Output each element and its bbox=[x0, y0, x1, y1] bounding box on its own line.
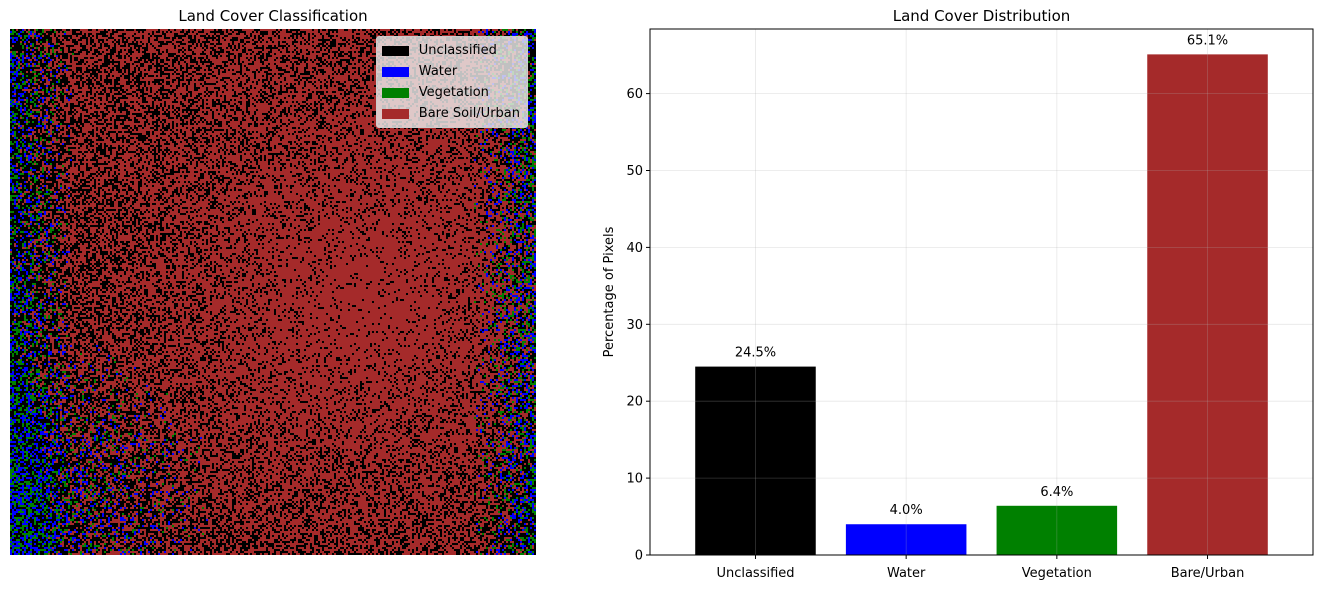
y-tick-label: 0 bbox=[635, 549, 643, 564]
legend-entry-bare-soil-urban: Bare Soil/Urban bbox=[381, 103, 520, 124]
x-tick-label: Water bbox=[887, 566, 926, 581]
x-tick-label: Bare/Urban bbox=[1171, 566, 1245, 581]
y-tick-label: 40 bbox=[626, 241, 643, 256]
legend-label-water: Water bbox=[418, 64, 458, 79]
y-tick-label: 30 bbox=[626, 318, 643, 333]
bar-unclassified bbox=[695, 366, 816, 555]
y-axis-label: Percentage of Pixels bbox=[602, 226, 617, 357]
legend-entry-vegetation: Vegetation bbox=[381, 82, 520, 103]
map-legend: Unclassified Water Vegetation Bare Soil/… bbox=[375, 36, 528, 128]
map-title: Land Cover Classification bbox=[178, 7, 368, 25]
data-label: 65.1% bbox=[1187, 33, 1228, 48]
legend-entry-unclassified: Unclassified bbox=[381, 40, 520, 61]
y-tick-label: 60 bbox=[626, 87, 643, 102]
x-tick-label: Unclassified bbox=[716, 566, 794, 581]
bar-bare-urban bbox=[1147, 54, 1268, 555]
data-label: 6.4% bbox=[1040, 485, 1073, 500]
legend-label-bare-soil-urban: Bare Soil/Urban bbox=[418, 106, 520, 121]
bar-vegetation bbox=[996, 505, 1118, 555]
legend-label-unclassified: Unclassified bbox=[418, 43, 497, 58]
y-tick-label: 10 bbox=[626, 472, 643, 487]
legend-swatch-bare-soil-urban bbox=[381, 108, 409, 119]
legend-swatch-water bbox=[381, 66, 409, 77]
y-tick-label: 50 bbox=[626, 164, 643, 179]
data-label: 4.0% bbox=[890, 503, 923, 518]
legend-label-vegetation: Vegetation bbox=[418, 85, 489, 100]
chart-title: Land Cover Distribution bbox=[892, 7, 1071, 25]
legend-swatch-vegetation bbox=[381, 87, 409, 98]
legend-swatch-unclassified bbox=[381, 45, 409, 56]
bar-water bbox=[845, 524, 967, 555]
x-tick-label: Vegetation bbox=[1022, 566, 1092, 581]
classification-map: Unclassified Water Vegetation Bare Soil/… bbox=[10, 29, 536, 555]
plot-frame bbox=[649, 28, 1314, 556]
data-label: 24.5% bbox=[735, 346, 776, 361]
legend-entry-water: Water bbox=[381, 61, 520, 82]
y-tick-label: 20 bbox=[626, 395, 643, 410]
